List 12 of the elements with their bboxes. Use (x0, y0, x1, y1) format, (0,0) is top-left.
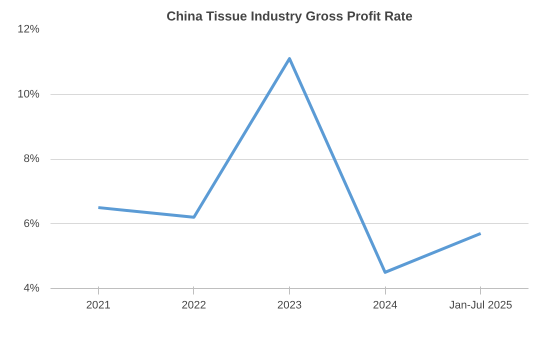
x-tick-label: 2021 (86, 300, 111, 312)
x-tick-label: Jan-Jul 2025 (449, 300, 512, 312)
y-tick-label: 8% (24, 153, 40, 165)
x-tick-label: 2024 (372, 300, 398, 312)
y-tick-label: 12% (17, 24, 40, 36)
y-tick-label: 4% (24, 282, 40, 294)
line-series (96, 57, 482, 274)
x-tick-label: 2023 (277, 300, 302, 312)
y-tick-label: 10% (17, 88, 40, 100)
chart-title: China Tissue Industry Gross Profit Rate (166, 8, 413, 24)
y-tick-label: 6% (24, 218, 40, 230)
x-tick-label: 2022 (182, 300, 206, 312)
